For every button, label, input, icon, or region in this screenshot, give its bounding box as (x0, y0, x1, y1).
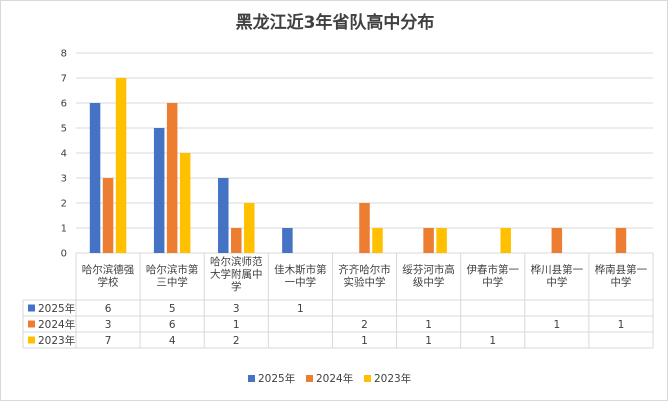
legend-key (306, 375, 313, 382)
bar (179, 153, 191, 253)
category-label: 级中学 (413, 276, 445, 289)
legend-key (248, 375, 255, 382)
category-label: 大学附属中 (210, 268, 263, 281)
y-tick-label: 5 (61, 124, 67, 135)
y-tick-label: 4 (61, 149, 67, 160)
y-tick-label: 2 (61, 199, 67, 210)
category-label: 哈尔滨市第 (146, 263, 199, 276)
data-label: 1 (618, 319, 625, 331)
bar (423, 228, 434, 253)
data-label: 1 (233, 319, 240, 331)
legend-label: 2025年 (258, 372, 295, 385)
data-label: 1 (489, 335, 496, 347)
data-label: 6 (105, 303, 112, 315)
row-legend-key (28, 304, 35, 312)
category-label: 哈尔滨师范 (210, 255, 263, 268)
category-label: 桦南县第一 (595, 263, 648, 276)
category-label: 中学 (482, 276, 503, 289)
legend-label: 2024年 (316, 372, 353, 385)
category-label: 一中学 (285, 276, 317, 289)
row-header: 2025年 (38, 302, 75, 315)
legend-key (364, 375, 371, 382)
bar (615, 228, 627, 253)
category-label: 学 (231, 280, 242, 293)
category-label: 伊春市第一 (466, 263, 519, 276)
category-label: 中学 (610, 276, 631, 289)
data-label: 1 (553, 319, 560, 331)
y-tick-label: 3 (61, 174, 67, 185)
data-label: 2 (233, 335, 240, 347)
bar (153, 128, 165, 253)
bar (500, 228, 511, 253)
gridlines: 0 1 2 3 4 5 6 7 8 (61, 49, 653, 260)
row-header: 2024年 (38, 318, 75, 331)
bar (244, 203, 255, 253)
category-label: 哈尔滨德强 (82, 263, 135, 276)
row-header: 2023年 (38, 334, 75, 347)
category-label: 齐齐哈尔市 (338, 263, 391, 276)
y-tick-label: 1 (61, 224, 67, 235)
bar (231, 228, 242, 253)
legend: 2025年 2024年 2023年 (248, 372, 411, 385)
bar (115, 78, 127, 253)
bar (359, 203, 370, 253)
bar (372, 228, 383, 253)
data-label: 7 (105, 335, 112, 347)
y-tick-label: 0 (61, 249, 67, 260)
bar (436, 228, 447, 253)
category-label: 实验中学 (344, 276, 386, 289)
category-label: 中学 (546, 276, 567, 289)
data-label: 1 (425, 335, 432, 347)
bar (166, 103, 178, 253)
category-label: 三中学 (156, 276, 188, 289)
row-legend-key (28, 320, 35, 328)
chart-title: 黑龙江近3年省队高中分布 (236, 12, 435, 33)
category-label: 学校 (98, 276, 119, 289)
data-label: 1 (425, 319, 432, 331)
bar (89, 103, 101, 253)
category-label: 桦川县第一 (531, 263, 584, 276)
data-label: 1 (361, 335, 368, 347)
row-legend-key (28, 336, 35, 344)
bars (89, 78, 627, 253)
data-label: 3 (233, 303, 240, 315)
bar (551, 228, 563, 253)
data-label: 3 (105, 319, 112, 331)
category-label: 绥芬河市高 (402, 263, 455, 276)
bar (218, 178, 229, 253)
bar (282, 228, 293, 253)
data-label: 2 (361, 319, 368, 331)
data-label: 5 (169, 303, 176, 315)
bar (102, 178, 114, 253)
y-tick-label: 6 (61, 99, 67, 110)
y-tick-label: 7 (61, 74, 67, 85)
data-label: 1 (297, 303, 304, 315)
data-label: 4 (169, 335, 176, 347)
data-label: 6 (169, 319, 176, 331)
legend-label: 2023年 (374, 372, 411, 385)
category-label: 佳木斯市第 (274, 263, 327, 276)
y-tick-label: 8 (61, 49, 67, 60)
